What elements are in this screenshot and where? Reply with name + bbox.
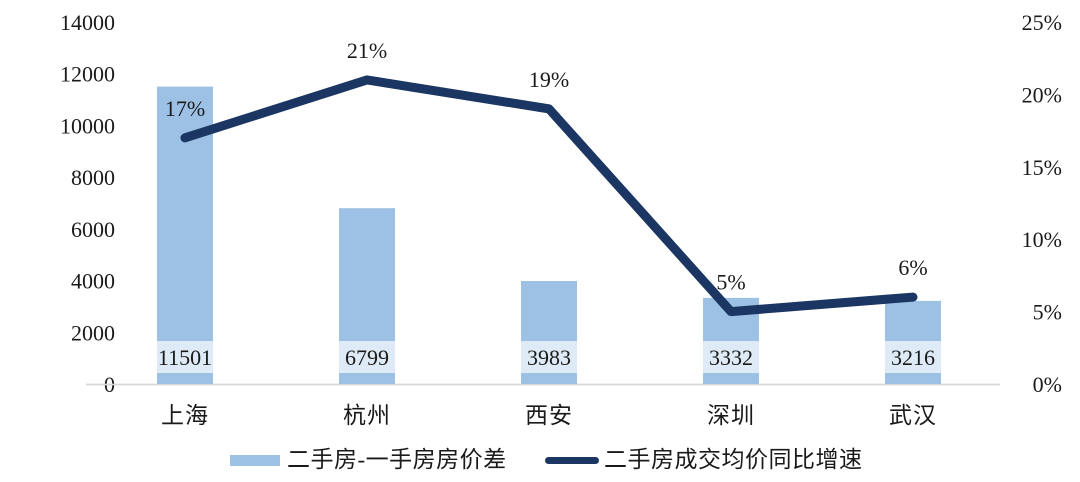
x-axis-category-label: 武汉 — [889, 403, 937, 428]
legend-item-bar-series: 二手房-一手房房价差 — [230, 446, 507, 474]
left-axis-tick-label: 14000 — [60, 10, 115, 35]
bar-label-band — [521, 341, 577, 373]
left-axis-tick-label: 4000 — [71, 269, 115, 294]
bar-label-band — [703, 341, 759, 373]
x-axis-category-label: 杭州 — [343, 403, 391, 428]
left-axis-tick-label: 12000 — [60, 62, 115, 87]
bar-value-label: 11501 — [158, 345, 212, 370]
line-series — [180, 75, 918, 317]
bar-value-label: 3983 — [527, 345, 571, 370]
bar-label-band — [157, 341, 213, 373]
right-axis-tick-label: 5% — [1033, 300, 1062, 325]
legend-item-line-series: 二手房成交均价同比增速 — [545, 446, 863, 474]
x-axis-category-label: 深圳 — [707, 403, 755, 428]
left-axis-tick-label: 10000 — [60, 113, 115, 138]
bar-value-label: 6799 — [345, 345, 389, 370]
line-value-label: 19% — [529, 67, 569, 92]
line-value-label: 5% — [716, 270, 745, 295]
right-axis-tick-label: 25% — [1022, 10, 1062, 35]
line-value-label: 6% — [898, 255, 927, 280]
line-value-label: 21% — [347, 38, 387, 63]
line-value-label: 17% — [165, 96, 205, 121]
bar-label-band — [339, 341, 395, 373]
left-axis-tick-label: 8000 — [71, 165, 115, 190]
right-axis-tick-label: 20% — [1022, 82, 1062, 107]
right-axis-tick-label: 15% — [1022, 155, 1062, 180]
bar-label-band — [885, 341, 941, 373]
bar-series-swatch — [230, 454, 280, 466]
left-axis-tick-label: 2000 — [71, 320, 115, 345]
legend-label-bar-series: 二手房-一手房房价差 — [287, 447, 507, 472]
bar-value-label: 3332 — [709, 345, 753, 370]
x-axis-category-label: 上海 — [161, 403, 209, 428]
legend: 二手房-一手房房价差 二手房成交均价同比增速 — [0, 446, 1080, 476]
x-axis-category-label: 西安 — [525, 403, 573, 428]
left-axis-tick-label: 6000 — [71, 217, 115, 242]
line-series-swatch — [545, 456, 599, 464]
bar-value-label: 3216 — [891, 345, 935, 370]
legend-label-line-series: 二手房成交均价同比增速 — [604, 447, 863, 472]
right-axis-tick-label: 0% — [1033, 372, 1062, 397]
right-axis-tick-label: 10% — [1022, 227, 1062, 252]
